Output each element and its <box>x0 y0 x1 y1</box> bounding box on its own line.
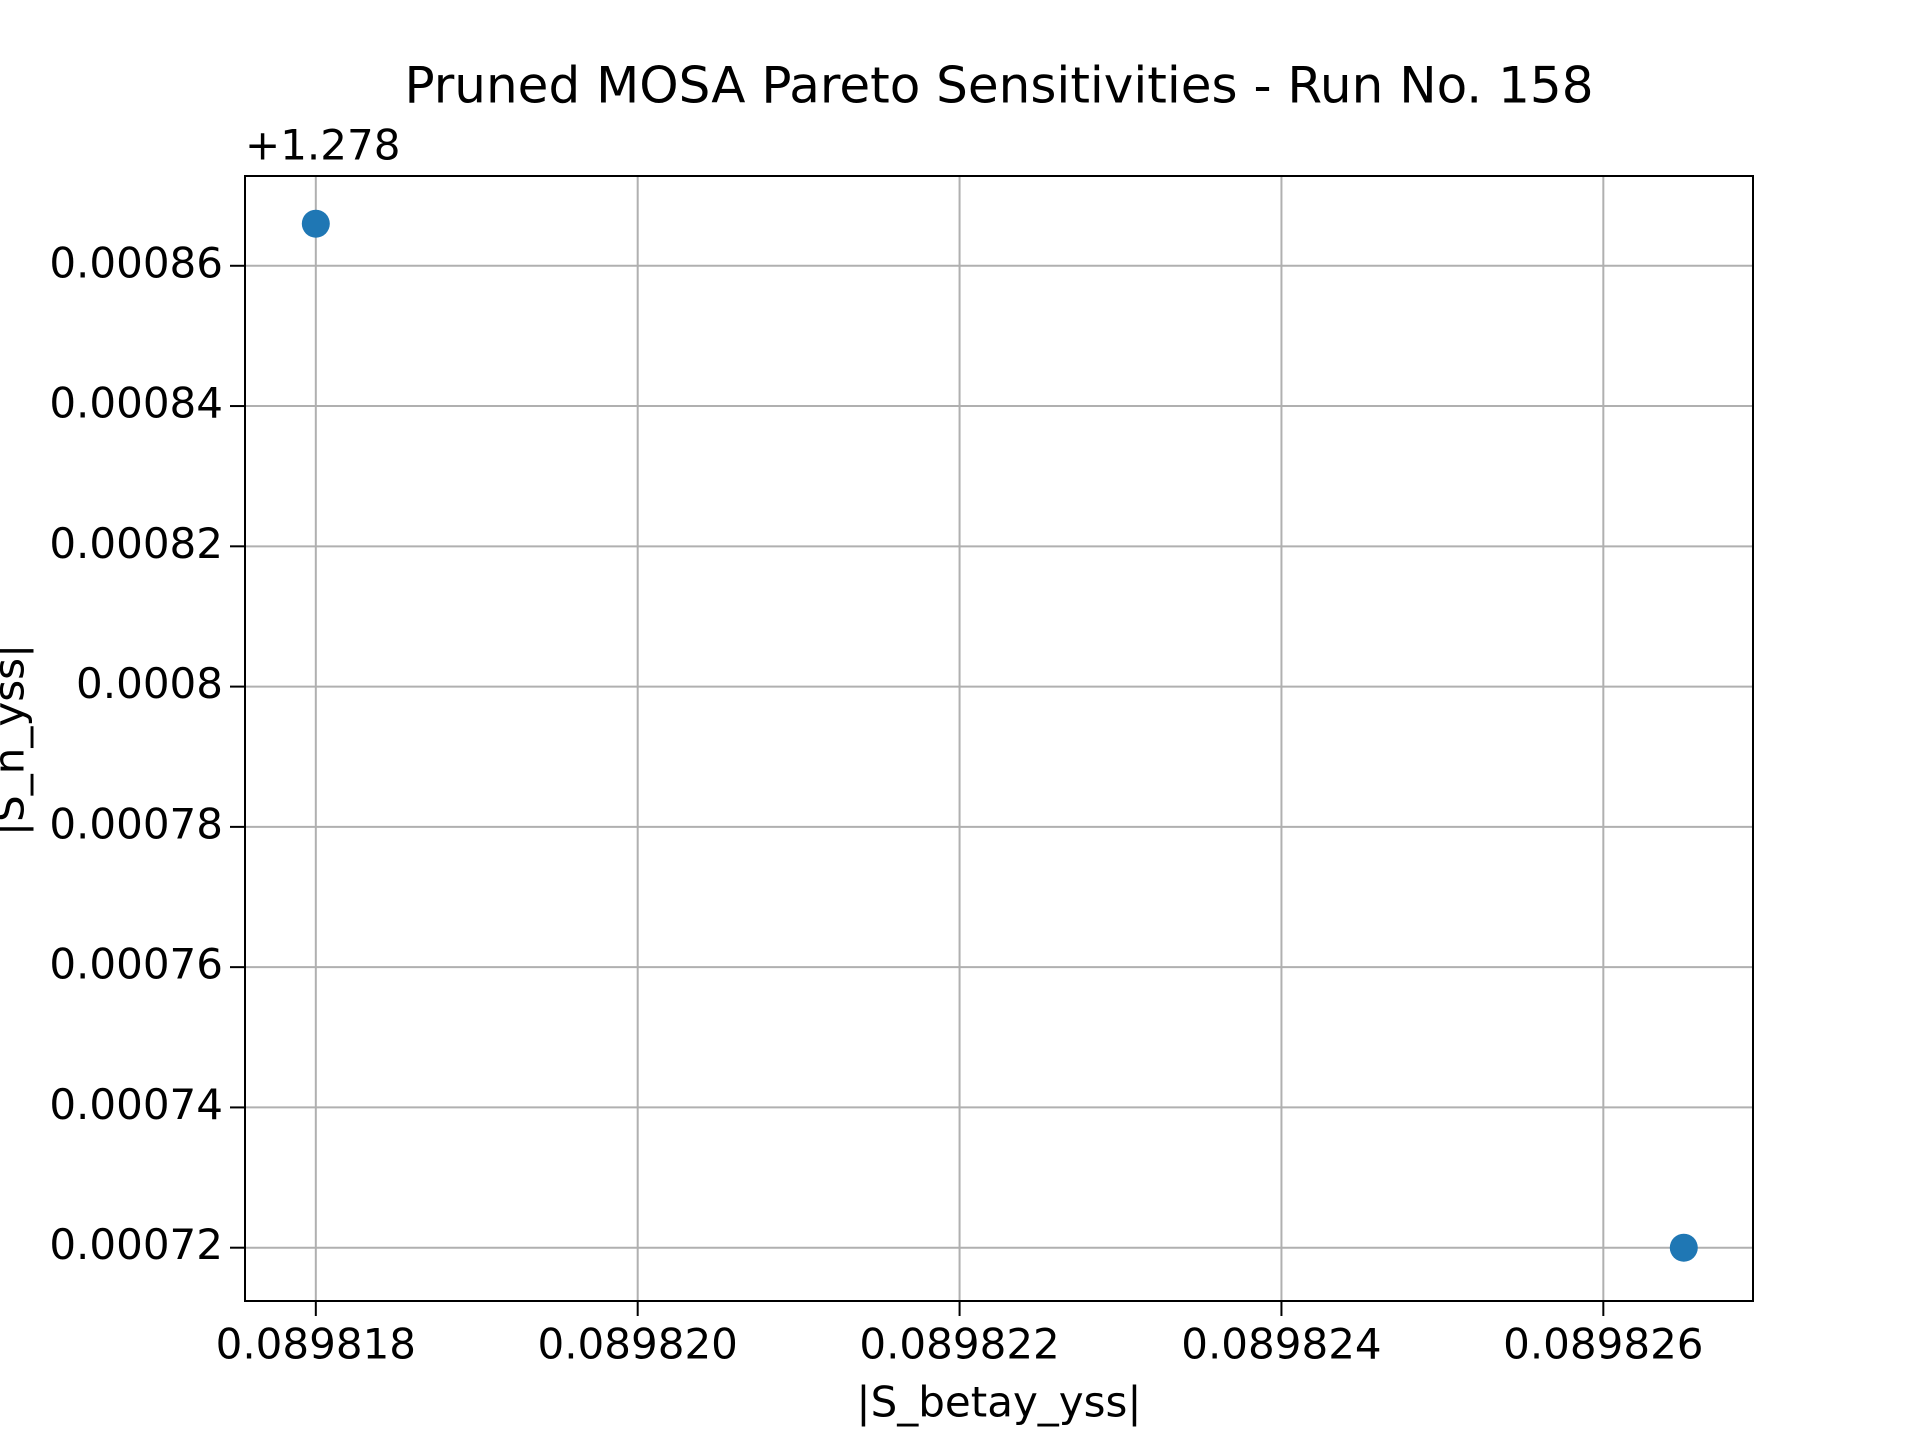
x-tick-label: 0.089818 <box>216 1320 416 1369</box>
x-tick-label: 0.089820 <box>537 1320 737 1369</box>
y-tick-label: 0.00078 <box>49 799 223 848</box>
chart-title: Pruned MOSA Pareto Sensitivities - Run N… <box>404 57 1593 115</box>
y-tick-label: 0.00086 <box>49 238 223 287</box>
x-tick-label: 0.089826 <box>1503 1320 1703 1369</box>
y-tick-label: 0.00084 <box>49 379 223 428</box>
x-tick-label: 0.089824 <box>1181 1320 1381 1369</box>
y-offset-label: +1.278 <box>245 121 400 170</box>
y-tick-label: 0.00076 <box>49 940 223 989</box>
point <box>301 209 330 238</box>
plot-frame <box>244 175 1754 1302</box>
point <box>1669 1233 1698 1262</box>
y-tick-label: 0.00082 <box>49 519 223 568</box>
y-axis-label: |S_n_yss| <box>0 644 34 836</box>
y-tick-label: 0.0008 <box>76 659 223 708</box>
x-axis-label: |S_betay_yss| <box>856 1378 1141 1427</box>
x-tick-label: 0.089822 <box>859 1320 1059 1369</box>
y-tick-label: 0.00072 <box>49 1220 223 1269</box>
y-tick-label: 0.00074 <box>49 1080 223 1129</box>
